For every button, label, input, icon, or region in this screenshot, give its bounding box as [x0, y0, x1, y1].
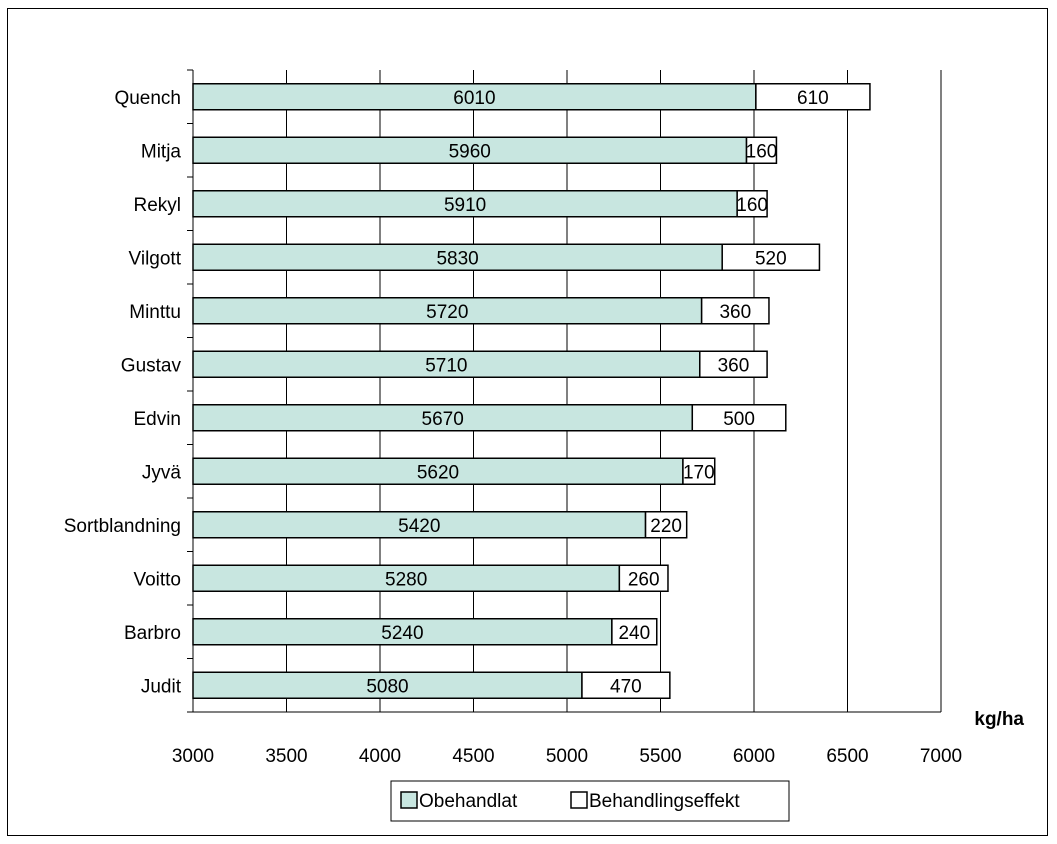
legend-swatch-obehandlat	[400, 791, 418, 809]
bar-obehandlat	[192, 671, 583, 699]
category-labels: Quench Mitja Rekyl Vilgott Minttu Gustav Edvin…	[64, 88, 182, 698]
bar-obehandlat	[192, 564, 621, 592]
data-label-obehandlat: 6010	[453, 88, 495, 109]
category-label: Quench	[114, 88, 181, 109]
data-label-behandlingseffekt: 170	[683, 462, 715, 483]
category-label: Minttu	[129, 302, 181, 323]
data-label-behandlingseffekt: 360	[719, 302, 751, 323]
data-label-obehandlat: 5080	[366, 676, 408, 697]
category-label: Sortblandning	[64, 516, 181, 537]
bar-behandlingseffekt	[755, 83, 871, 111]
bar-obehandlat	[192, 297, 703, 325]
bar-behandlingseffekt	[644, 511, 688, 539]
bar-behandlingseffekt	[700, 297, 770, 325]
x-tick-label: 4000	[359, 746, 401, 767]
category-label: Edvin	[133, 409, 181, 430]
axes	[187, 69, 941, 713]
data-label-behandlingseffekt: 610	[797, 88, 829, 109]
category-label: Voitto	[133, 569, 181, 590]
bar-behandlingseffekt	[581, 671, 671, 699]
data-label-obehandlat: 5420	[398, 516, 440, 537]
bar-obehandlat	[192, 350, 701, 378]
bar-behandlingseffekt	[721, 243, 821, 271]
data-label-behandlingseffekt: 360	[718, 355, 750, 376]
category-label: Vilgott	[129, 248, 182, 269]
gridlines	[286, 70, 942, 712]
legend-swatch-behandlingseffekt	[570, 791, 588, 809]
data-label-behandlingseffekt: 220	[650, 516, 682, 537]
unit-label: kg/ha	[974, 709, 1024, 730]
bar-behandlingseffekt	[699, 350, 768, 378]
bar-obehandlat	[192, 243, 723, 271]
data-label-obehandlat: 5280	[385, 569, 427, 590]
data-label-obehandlat: 5670	[422, 409, 464, 430]
bars: 6010 610 5960 160 5910 160 5830 520 5720 360 5710 3…	[192, 83, 871, 699]
bar-chart: 6010 610 5960 160 5910 160 5830 520 5720 360 5710 3…	[64, 69, 1024, 822]
x-tick-label: 5000	[546, 746, 588, 767]
data-label-behandlingseffekt: 240	[618, 623, 650, 644]
x-tick-label: 6500	[826, 746, 868, 767]
x-tick-label: 7000	[920, 746, 962, 767]
x-tick-label: 5500	[639, 746, 681, 767]
category-label: Barbro	[124, 623, 181, 644]
x-tick-label: 4500	[452, 746, 494, 767]
data-label-obehandlat: 5710	[425, 355, 467, 376]
data-label-obehandlat: 5720	[426, 302, 468, 323]
legend-box	[390, 780, 790, 822]
bar-behandlingseffekt	[745, 136, 778, 164]
data-label-behandlingseffekt: 160	[746, 141, 778, 162]
x-tick-label: 3000	[172, 746, 214, 767]
bar-behandlingseffekt	[611, 618, 658, 646]
data-label-obehandlat: 5240	[381, 623, 423, 644]
data-label-behandlingseffekt: 160	[736, 195, 768, 216]
data-label-obehandlat: 5620	[417, 462, 459, 483]
bar-obehandlat	[192, 511, 647, 539]
bar-behandlingseffekt	[618, 564, 669, 592]
tick-labels: 3000 3500 4000 4500 5000 5500 6000 6500 7000	[172, 746, 962, 767]
bar-behandlingseffekt	[691, 404, 787, 432]
category-label: Judit	[141, 676, 182, 697]
bar-behandlingseffekt	[682, 457, 716, 485]
category-label: Rekyl	[133, 195, 181, 216]
data-label-behandlingseffekt: 470	[610, 676, 642, 697]
legend-label-behandlingseffekt: Behandlingseffekt	[589, 791, 740, 812]
category-label: Jyvä	[142, 462, 182, 483]
bar-obehandlat	[192, 457, 684, 485]
category-label: Mitja	[141, 141, 182, 162]
bar-behandlingseffekt	[736, 190, 768, 218]
chart-frame: 6010 610 5960 160 5910 160 5830 520 5720 360 5710 3…	[7, 8, 1048, 836]
x-tick-label: 6000	[733, 746, 775, 767]
x-tick-label: 3500	[265, 746, 307, 767]
legend-label-obehandlat: Obehandlat	[419, 791, 518, 812]
data-label-behandlingseffekt: 500	[723, 409, 755, 430]
data-label-obehandlat: 5830	[436, 248, 478, 269]
data-label-obehandlat: 5910	[444, 195, 486, 216]
category-label: Gustav	[121, 355, 182, 376]
data-label-behandlingseffekt: 260	[628, 569, 660, 590]
data-label-obehandlat: 5960	[449, 141, 491, 162]
data-label-behandlingseffekt: 520	[755, 248, 787, 269]
legend: Obehandlat Behandlingseffekt	[390, 780, 790, 822]
